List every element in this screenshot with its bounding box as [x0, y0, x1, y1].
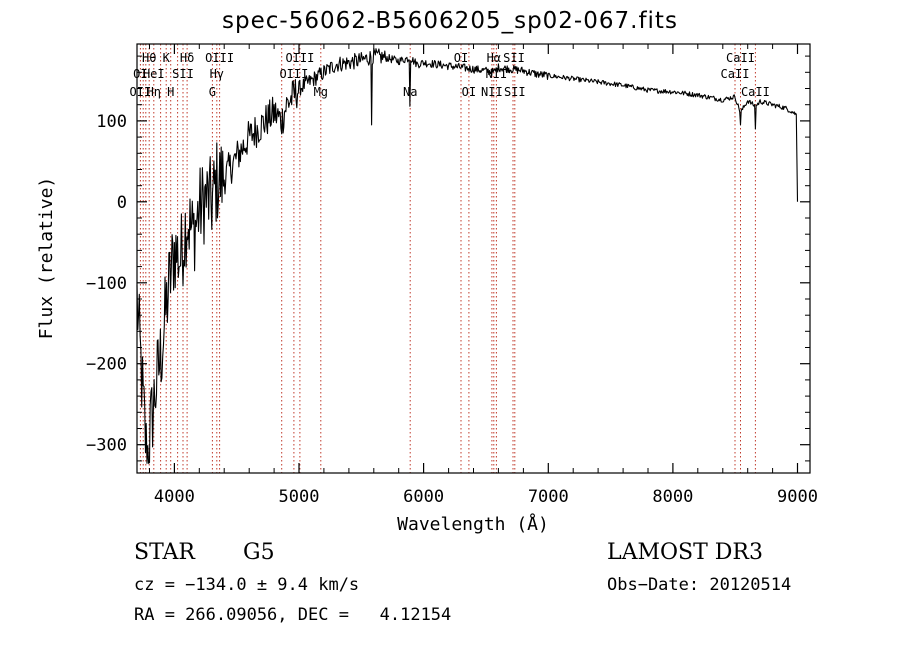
line-label: Hα — [487, 51, 501, 65]
observation-date: Obs−Date: 20120514 — [607, 575, 792, 595]
line-label: CaII — [741, 85, 770, 99]
x-axis: 4000 5000 6000 7000 8000 9000 — [149, 44, 818, 507]
series — [136, 47, 799, 464]
y-axis-label: Flux (relative) — [36, 177, 57, 340]
x-tick-label: 7000 — [528, 487, 569, 507]
coordinates: RA = 266.09056, DEC = 4.12154 — [134, 605, 452, 625]
x-tick-label: 5000 — [279, 487, 320, 507]
chart-title: spec-56062-B5606205_sp02-067.fits — [222, 8, 678, 34]
x-axis-label: Wavelength (Å) — [397, 513, 549, 535]
line-label: CaII — [726, 51, 755, 65]
line-label: SII — [504, 85, 526, 99]
line-label: OI — [454, 51, 468, 65]
plot-frame — [136, 43, 811, 474]
line-markers — [139, 44, 756, 473]
y-axis: 100 0 −100 −200 −300 — [86, 55, 810, 462]
redshift-readout: cz = −134.0 ± 9.4 km/s — [134, 575, 360, 595]
line-label: OIII — [205, 51, 234, 65]
line-label: Hγ — [210, 67, 224, 81]
survey-name: LAMOST DR3 — [607, 540, 763, 565]
y-tick-label: −200 — [86, 355, 127, 375]
x-tick-label: 8000 — [652, 487, 693, 507]
line-label: Mg — [314, 85, 328, 99]
x-tick-label: 9000 — [777, 487, 818, 507]
object-class: STAR — [134, 540, 195, 565]
line-label: SII — [503, 51, 525, 65]
y-tick-label: 100 — [96, 112, 127, 132]
line-label: OII — [130, 85, 152, 99]
y-tick-label: 0 — [117, 193, 127, 213]
y-tick-label: −100 — [86, 274, 127, 294]
x-tick-label: 4000 — [154, 487, 195, 507]
line-label: Hη — [147, 85, 161, 99]
line-label: HeI — [143, 67, 165, 81]
object-subclass: G5 — [243, 540, 275, 565]
line-label: CaII — [721, 67, 750, 81]
y-tick-label: −300 — [86, 436, 127, 456]
line-label: OIII — [285, 51, 314, 65]
line-label: OI — [462, 85, 476, 99]
line-label: Hθ — [142, 51, 156, 65]
x-tick-label: 6000 — [403, 487, 444, 507]
line-label: NII — [481, 85, 503, 99]
line-label: Hδ — [180, 51, 194, 65]
line-label: G — [209, 85, 216, 99]
line-label: K — [163, 51, 171, 65]
line-label: OIII — [279, 67, 308, 81]
line-label: SII — [172, 67, 194, 81]
line-label: H — [167, 85, 174, 99]
spectrum-line — [136, 47, 799, 464]
